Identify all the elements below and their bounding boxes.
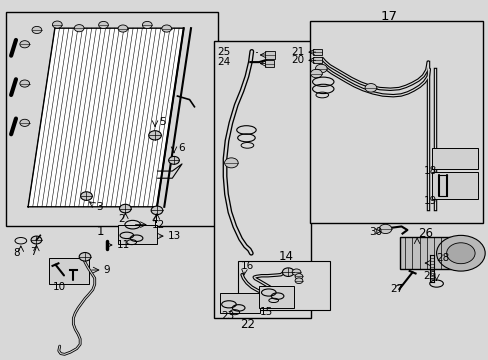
Circle shape <box>79 252 91 261</box>
Circle shape <box>162 25 171 32</box>
Text: 15: 15 <box>259 307 272 317</box>
Text: 13: 13 <box>167 231 181 241</box>
Bar <box>259 287 293 308</box>
Circle shape <box>20 80 30 87</box>
Bar <box>265 60 274 67</box>
Circle shape <box>142 21 152 28</box>
Bar <box>399 237 450 269</box>
Text: 12: 12 <box>152 220 165 230</box>
Circle shape <box>119 204 131 213</box>
Circle shape <box>310 69 322 78</box>
Bar <box>49 258 89 284</box>
Text: 22: 22 <box>239 318 254 331</box>
Text: 25: 25 <box>216 47 229 57</box>
Circle shape <box>20 41 30 48</box>
Text: 16: 16 <box>240 261 253 271</box>
Bar <box>219 293 259 313</box>
Text: 29: 29 <box>423 271 436 281</box>
Bar <box>213 41 310 318</box>
Circle shape <box>151 206 163 215</box>
Text: 6: 6 <box>178 143 184 153</box>
Circle shape <box>74 24 84 32</box>
Text: 18: 18 <box>423 166 436 176</box>
Circle shape <box>282 268 293 276</box>
Bar <box>312 49 321 55</box>
Text: 30: 30 <box>368 227 381 237</box>
Circle shape <box>31 236 41 244</box>
Circle shape <box>436 235 484 271</box>
Circle shape <box>52 21 62 28</box>
Circle shape <box>81 192 92 201</box>
Text: 20: 20 <box>291 55 304 65</box>
Bar <box>6 12 217 226</box>
Text: 7: 7 <box>30 247 36 257</box>
Circle shape <box>294 278 302 284</box>
Text: 2: 2 <box>119 214 125 224</box>
Text: 9: 9 <box>103 265 110 275</box>
Text: 27: 27 <box>389 284 403 294</box>
Text: 11: 11 <box>117 240 130 250</box>
Circle shape <box>20 119 30 126</box>
Bar <box>431 172 477 199</box>
Circle shape <box>446 243 474 264</box>
Text: 19: 19 <box>423 196 436 206</box>
Text: 23: 23 <box>221 311 234 321</box>
Text: 17: 17 <box>380 10 397 23</box>
Bar <box>309 21 482 223</box>
Bar <box>238 261 329 310</box>
Text: 28: 28 <box>436 252 449 262</box>
Circle shape <box>118 25 127 32</box>
Bar <box>264 51 274 59</box>
Bar <box>118 225 157 244</box>
Bar <box>431 148 477 169</box>
Circle shape <box>32 26 41 33</box>
Text: 24: 24 <box>216 57 229 67</box>
Circle shape <box>291 269 300 275</box>
Text: 8: 8 <box>14 248 20 257</box>
Circle shape <box>148 131 161 140</box>
Text: 14: 14 <box>278 250 293 263</box>
Text: 3: 3 <box>96 202 102 212</box>
Text: 26: 26 <box>418 227 433 240</box>
Circle shape <box>365 84 376 92</box>
Text: 21: 21 <box>291 47 305 57</box>
Text: 5: 5 <box>159 117 166 127</box>
Circle shape <box>378 224 391 234</box>
Circle shape <box>294 274 302 279</box>
Circle shape <box>168 157 179 164</box>
Bar <box>312 58 321 63</box>
Circle shape <box>99 21 108 28</box>
Circle shape <box>315 64 326 73</box>
Text: 4: 4 <box>151 215 158 225</box>
Polygon shape <box>28 28 183 207</box>
Text: 1: 1 <box>96 225 103 238</box>
Text: 10: 10 <box>53 282 66 292</box>
Circle shape <box>224 158 238 168</box>
